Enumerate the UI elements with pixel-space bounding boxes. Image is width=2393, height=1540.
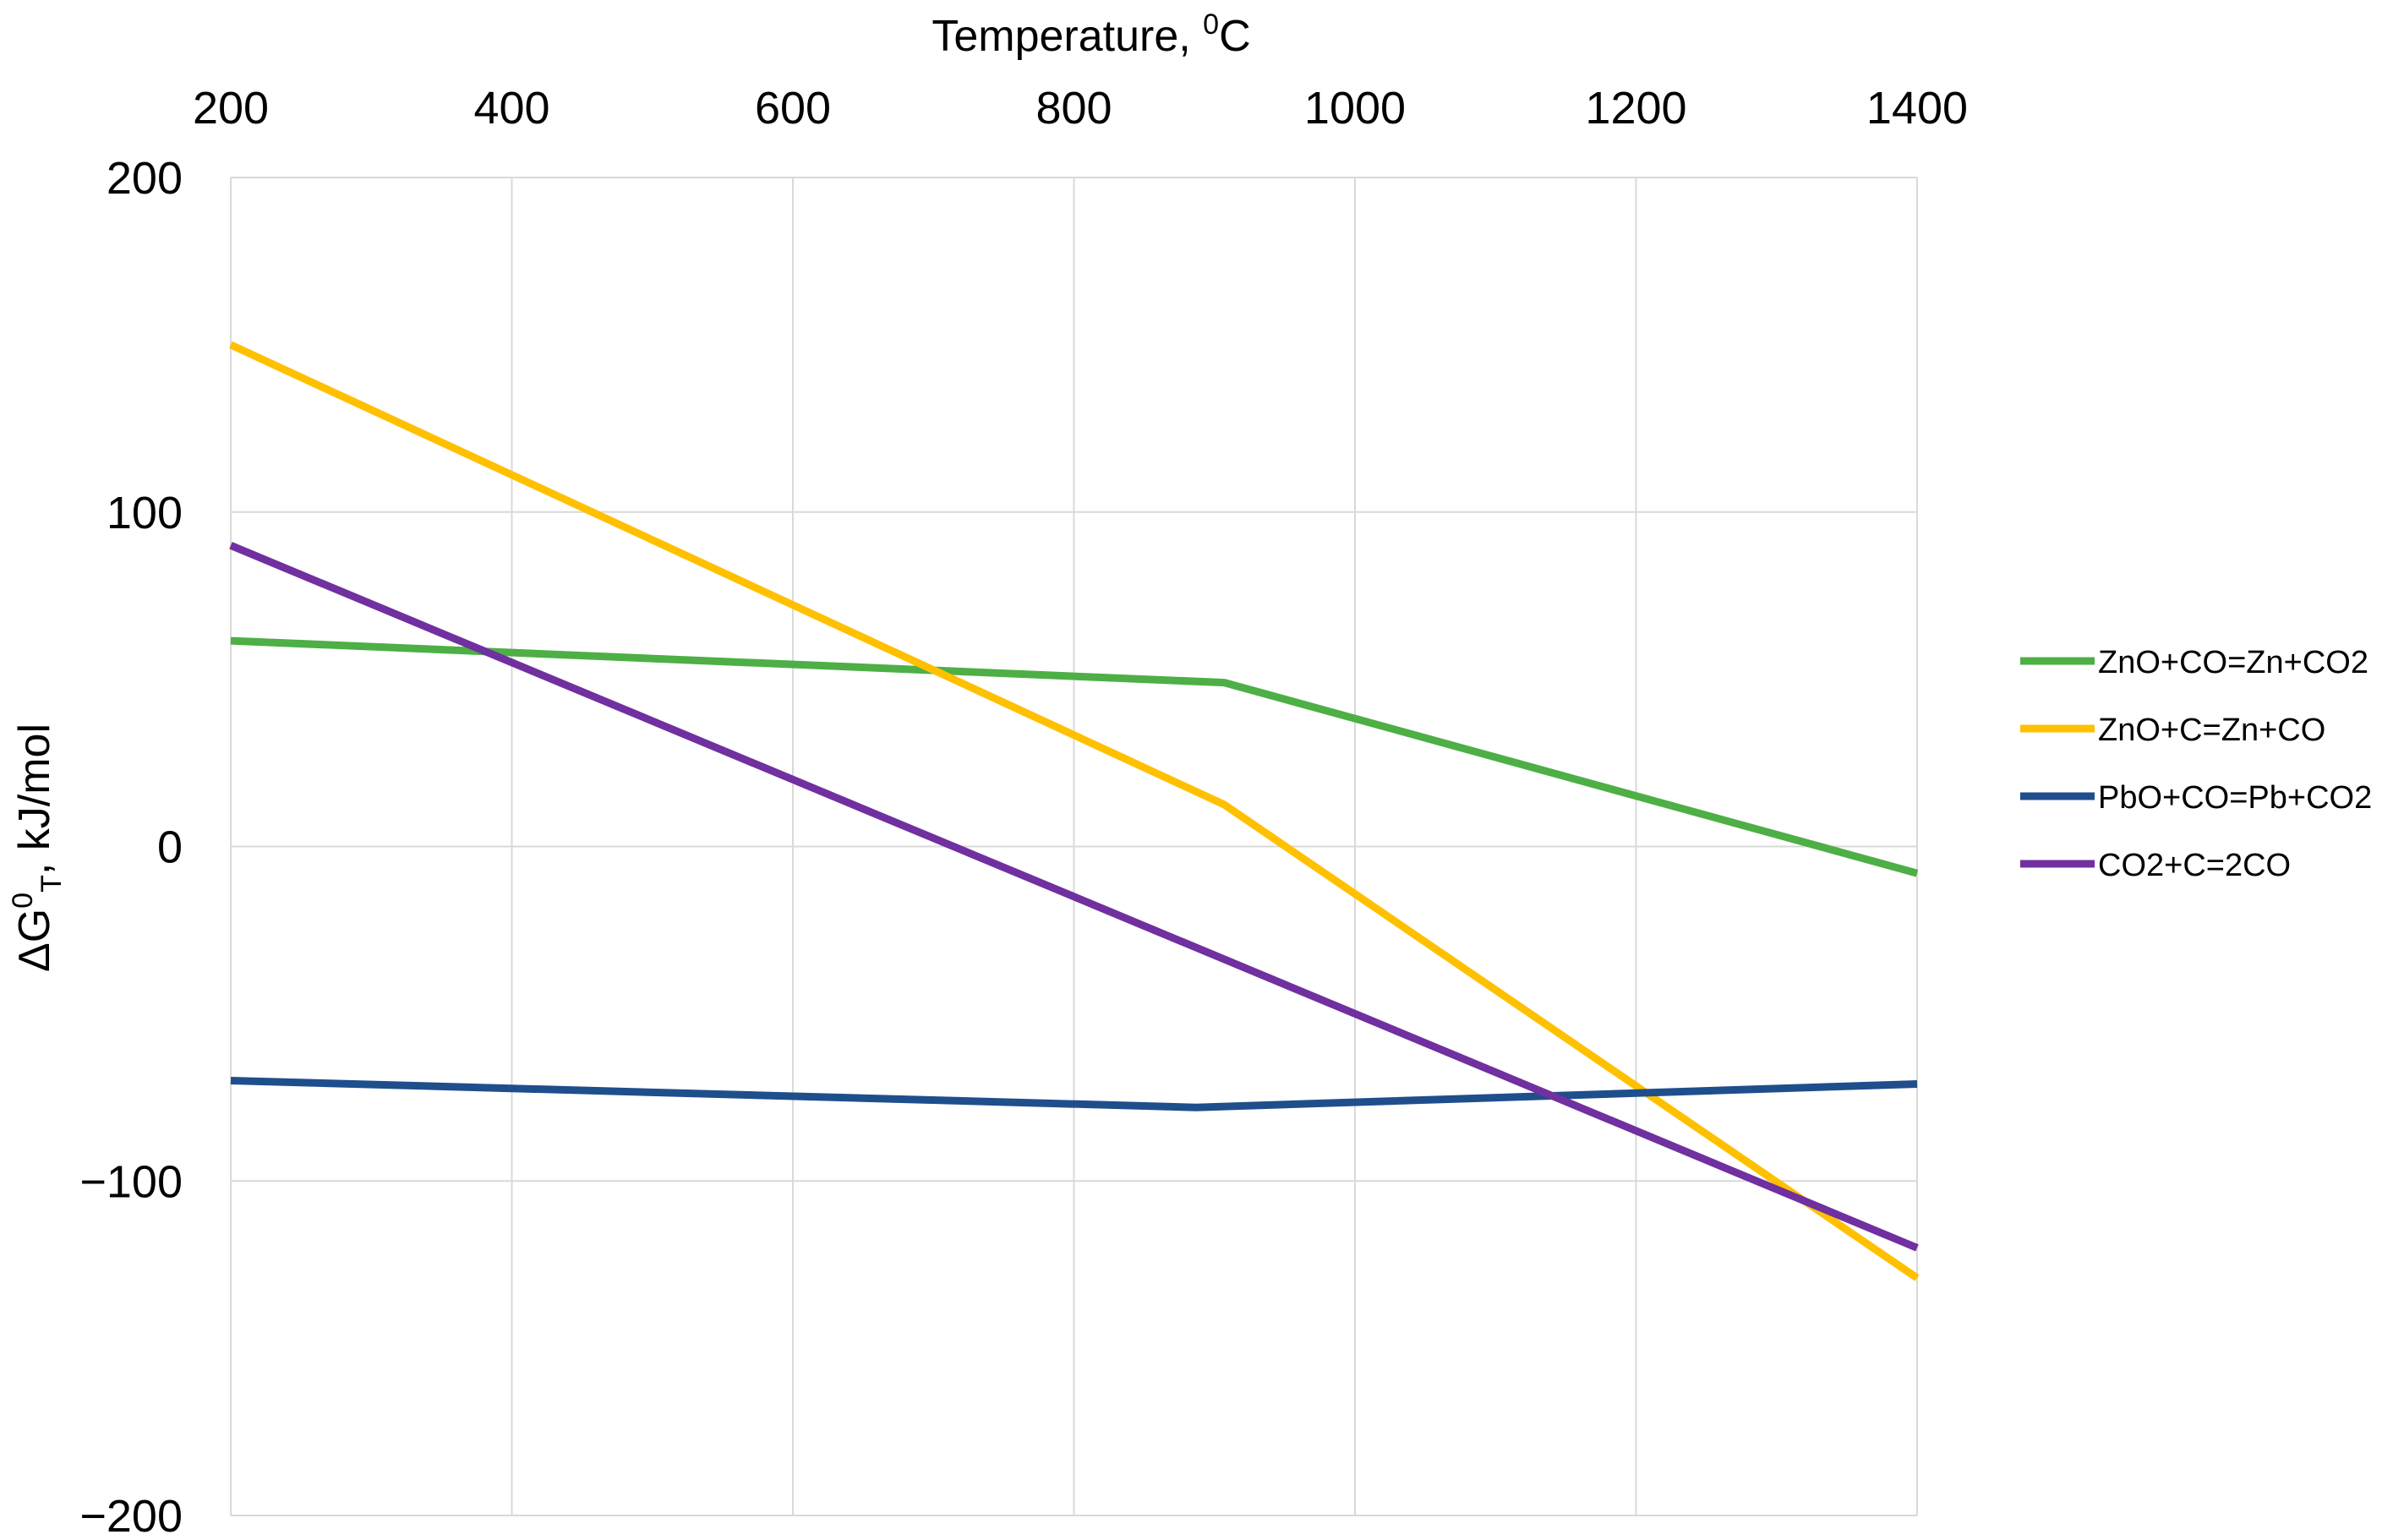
x-axis-title-text: Temperature, xyxy=(932,12,1203,61)
x-tick-label: 200 xyxy=(193,83,269,134)
legend-label: ZnO+C=Zn+CO xyxy=(2098,713,2325,748)
series-line-zno-c-zn-co xyxy=(229,341,1920,1281)
legend-label: ZnO+CO=Zn+CO2 xyxy=(2098,645,2368,680)
y-axis-title-main: ΔG xyxy=(10,909,59,972)
y-axis-title: ΔG0T, kJ/mol xyxy=(7,724,68,972)
legend-item: ZnO+CO=Zn+CO2 xyxy=(2020,645,2368,680)
x-axis-title: Temperature, 0C xyxy=(932,8,1250,61)
series-line-co2-c-2co xyxy=(229,542,1919,1252)
grid-layer xyxy=(230,177,1918,1516)
legend-item: PbO+CO=Pb+CO2 xyxy=(2020,780,2372,816)
x-tick-label: 800 xyxy=(1035,83,1112,134)
y-tick-label: −200 xyxy=(79,1491,183,1540)
series-layer xyxy=(229,341,1920,1281)
series-line-pbo-co-pb-co2 xyxy=(230,1077,1918,1111)
y-axis-ticks: 200 100 0 −100 −200 xyxy=(79,153,183,1540)
x-axis-title-sup: 0 xyxy=(1203,8,1219,41)
y-tick-label: 0 xyxy=(157,822,183,873)
y-axis-title-rest: , kJ/mol xyxy=(10,724,59,875)
x-tick-label: 1200 xyxy=(1585,83,1686,134)
x-axis-title-unit: C xyxy=(1219,12,1251,61)
y-axis-title-sub: T xyxy=(36,875,68,893)
legend-label: PbO+CO=Pb+CO2 xyxy=(2098,780,2372,816)
legend: ZnO+CO=Zn+CO2 ZnO+C=Zn+CO PbO+CO=Pb+CO2 CO2… xyxy=(2020,645,2372,883)
x-tick-label: 600 xyxy=(755,83,831,134)
x-tick-label: 400 xyxy=(473,83,549,134)
y-axis-title-sup: 0 xyxy=(7,893,39,909)
y-tick-label: 200 xyxy=(107,153,183,204)
x-tick-label: 1400 xyxy=(1866,83,1968,134)
x-tick-label: 1000 xyxy=(1304,83,1406,134)
series-line-zno-co-zn-co2 xyxy=(230,636,1919,877)
legend-item: CO2+C=2CO xyxy=(2020,848,2291,883)
y-tick-label: −100 xyxy=(79,1156,183,1207)
y-tick-label: 100 xyxy=(107,488,183,538)
legend-item: ZnO+C=Zn+CO xyxy=(2020,713,2325,748)
x-axis-ticks: 200 400 600 800 1000 1200 1400 xyxy=(193,83,1968,134)
legend-label: CO2+C=2CO xyxy=(2098,848,2291,883)
